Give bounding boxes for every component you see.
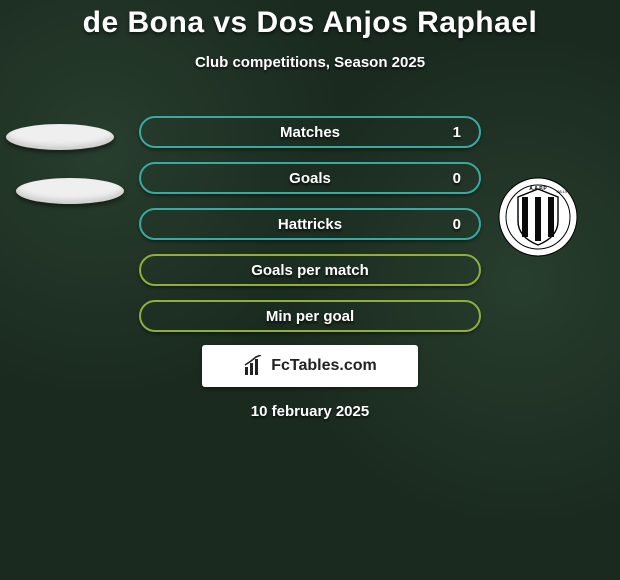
- page-title: de Bona vs Dos Anjos Raphael: [0, 6, 620, 40]
- stat-value: 0: [453, 170, 461, 187]
- date-text: 10 february 2025: [0, 403, 620, 420]
- watermark-text: FcTables.com: [271, 357, 377, 375]
- stat-label: Goals per match: [251, 262, 369, 279]
- stat-row: Goals 0: [0, 155, 620, 201]
- stat-bar: Min per goal: [139, 300, 481, 332]
- stat-label: Matches: [280, 124, 340, 141]
- stat-bar: Matches 1: [139, 116, 481, 148]
- chart-icon: [243, 355, 265, 377]
- stat-row: Goals per match: [0, 247, 620, 293]
- stat-label: Goals: [289, 170, 331, 187]
- content: de Bona vs Dos Anjos Raphael Club compet…: [0, 0, 620, 420]
- stat-bar: Hattricks 0: [139, 208, 481, 240]
- stat-row: Matches 1: [0, 109, 620, 155]
- stat-value: 1: [453, 124, 461, 141]
- stat-bar: Goals 0: [139, 162, 481, 194]
- subtitle: Club competitions, Season 2025: [0, 54, 620, 71]
- stat-rows: Matches 1 Goals 0 Hattricks 0 Goals per match M…: [0, 109, 620, 339]
- stat-label: Hattricks: [278, 216, 342, 233]
- stat-row: Min per goal: [0, 293, 620, 339]
- stat-row: Hattricks 0: [0, 201, 620, 247]
- stat-bar: Goals per match: [139, 254, 481, 286]
- stat-label: Min per goal: [266, 308, 354, 325]
- stat-value: 0: [453, 216, 461, 233]
- watermark: FcTables.com: [202, 345, 418, 387]
